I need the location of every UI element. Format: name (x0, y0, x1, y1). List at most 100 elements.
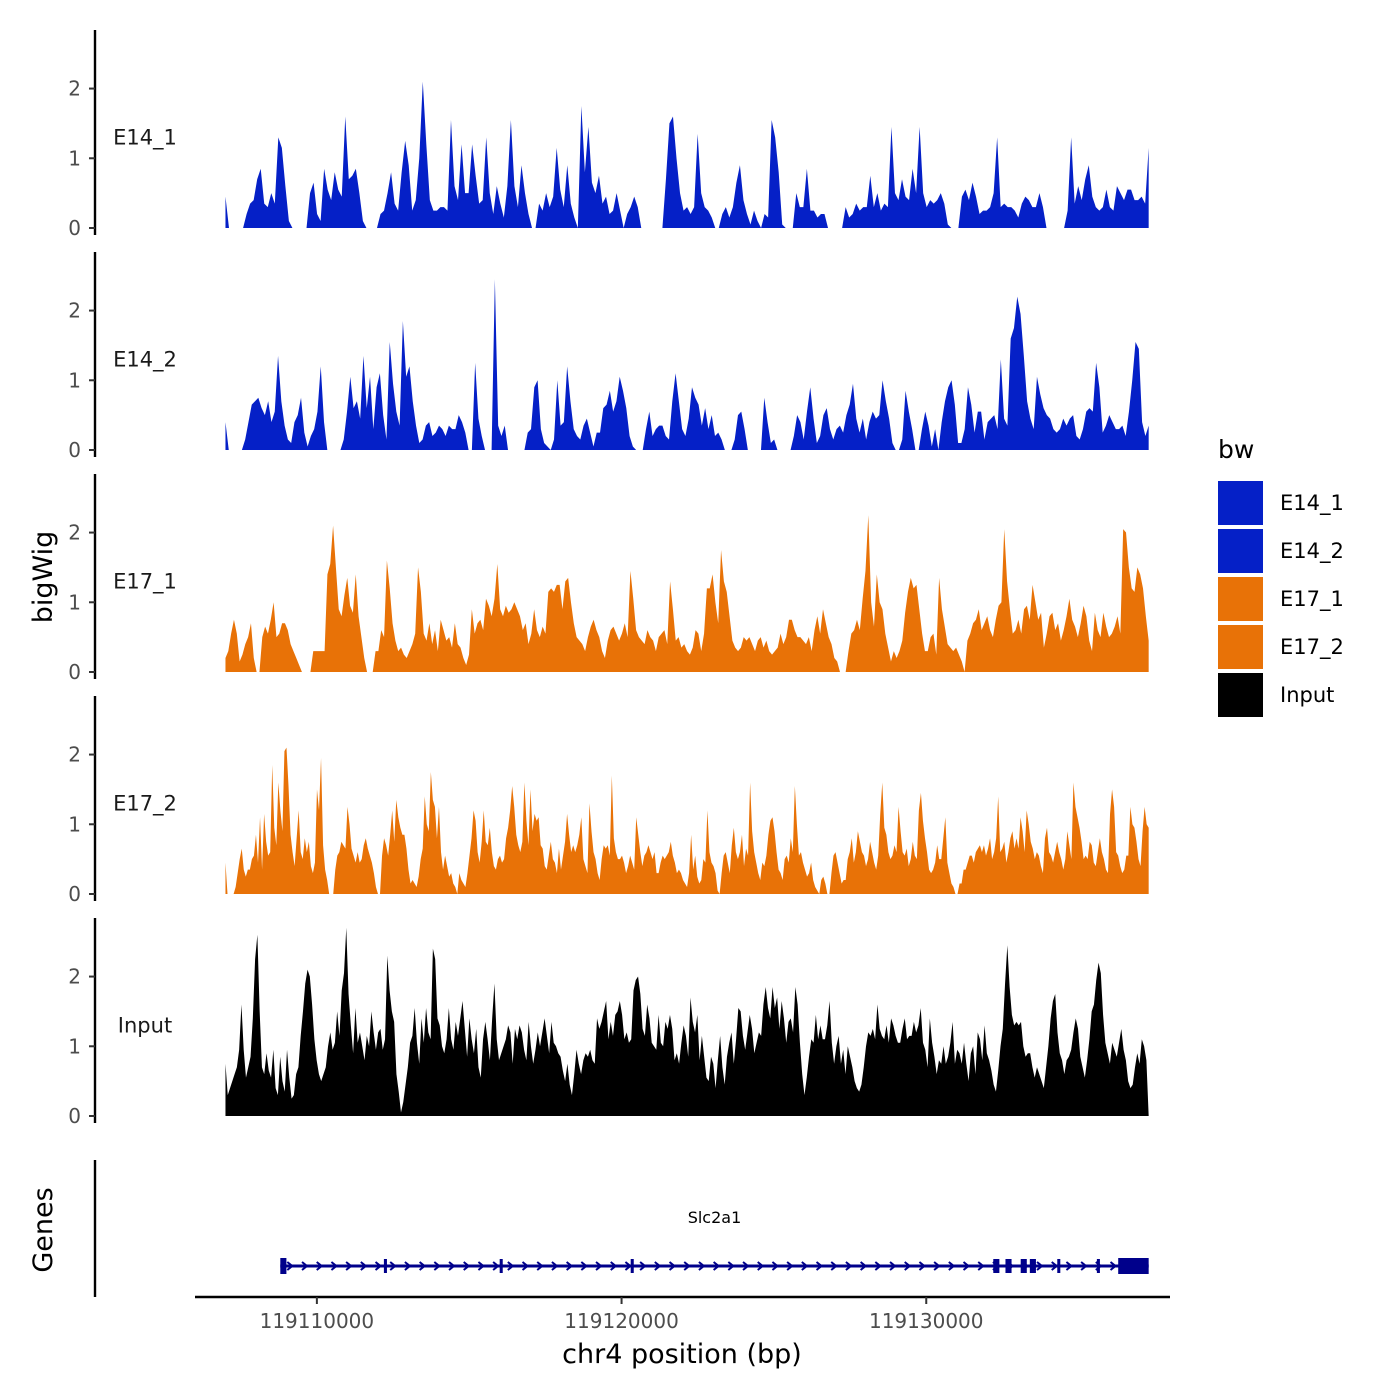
strand-arrow (654, 1261, 662, 1271)
x-tick-label-119110000: 119110000 (260, 1309, 375, 1333)
y-tick-label-E14_2-0: 0 (68, 438, 81, 462)
legend-title: bw (1218, 435, 1254, 464)
strand-arrow (492, 1261, 500, 1271)
strand-arrow (330, 1261, 339, 1271)
strand-arrow (845, 1261, 853, 1271)
exon-10 (1096, 1259, 1100, 1273)
strand-arrow (815, 1261, 824, 1271)
exon-6 (1005, 1259, 1012, 1273)
track-E14_1: 0 1 2 E14_1 (68, 30, 1149, 240)
legend-items: E14_1 E14_2 E17_1 E17_2 Input (1218, 481, 1344, 717)
exon-7 (1020, 1259, 1027, 1273)
strand-arrow (727, 1261, 735, 1271)
exon-8 (1029, 1259, 1036, 1273)
exon-2 (383, 1259, 387, 1273)
legend-label-E17_1: E17_1 (1280, 587, 1344, 612)
strand-arrow (374, 1261, 383, 1271)
strand-arrow (742, 1261, 750, 1271)
strand-arrow (345, 1261, 353, 1271)
strand-arrow (565, 1261, 574, 1271)
strand-arrow (639, 1261, 647, 1271)
strand-arrow (1036, 1261, 1044, 1271)
strand-arrow (521, 1261, 530, 1271)
strand-arrow (977, 1261, 985, 1271)
x-axis: 119110000 119120000 119130000 chr4 positio… (195, 1295, 1170, 1370)
strand-arrow (874, 1261, 882, 1271)
y-tick-label-E14_1-1: 1 (68, 146, 81, 170)
y-tick-label-E17_1-1: 1 (68, 590, 81, 614)
legend-key-E14_2 (1218, 529, 1263, 573)
legend-key-E17_2 (1218, 625, 1263, 669)
signal-area-E14_1 (225, 81, 1149, 228)
signal-area-E14_2 (225, 279, 1149, 450)
strand-arrow (962, 1261, 971, 1271)
strand-arrow (610, 1261, 618, 1271)
strand-arrow (286, 1261, 294, 1271)
genes-panel: Genes Slc2a1 (28, 1160, 1149, 1297)
signal-area-Input (225, 927, 1149, 1116)
strand-arrow (786, 1261, 794, 1271)
exon-9 (1057, 1259, 1061, 1273)
tracks-group: 0 1 2 E14_1 0 1 2 E14_2 0 1 2 E17_1 0 1 2 E17_2 0 1 2 Input (68, 30, 1149, 1128)
exon-5 (993, 1259, 1000, 1273)
strand-arrow (389, 1261, 397, 1271)
strand-arrow (418, 1261, 427, 1271)
strand-arrow (1109, 1261, 1118, 1271)
strand-arrow (904, 1261, 912, 1271)
y-tick-label-E17_2-2: 2 (68, 743, 81, 767)
strand-arrow (624, 1261, 633, 1271)
y-tick-label-Input-0: 0 (68, 1104, 81, 1128)
strand-arrow (918, 1261, 927, 1271)
gene-model: Slc2a1 (280, 1208, 1149, 1274)
legend-key-Input (1218, 673, 1263, 717)
strand-arrow (771, 1261, 780, 1271)
exon-3 (499, 1259, 503, 1273)
legend-key-E14_1 (1218, 481, 1263, 525)
track-E17_2: 0 1 2 E17_2 (68, 696, 1149, 906)
x-tick-label-119120000: 119120000 (564, 1309, 679, 1333)
legend-label-E17_2: E17_2 (1280, 635, 1344, 660)
strand-arrow (404, 1261, 412, 1271)
strand-arrow (463, 1261, 471, 1271)
y-tick-label-E17_1-0: 0 (68, 660, 81, 684)
strand-arrow (830, 1261, 838, 1271)
strand-arrow (360, 1261, 368, 1271)
y-tick-label-E14_1-2: 2 (68, 77, 81, 101)
legend: bw E14_1 E14_2 E17_1 E17_2 Input (1218, 435, 1344, 717)
y-tick-label-Input-1: 1 (68, 1034, 81, 1058)
y-tick-label-E14_2-2: 2 (68, 299, 81, 323)
track-label-E14_2: E14_2 (113, 347, 177, 372)
legend-label-Input: Input (1280, 683, 1334, 707)
y-tick-label-E14_1-0: 0 (68, 216, 81, 240)
track-label-E14_1: E14_1 (113, 125, 177, 150)
track-Input: 0 1 2 Input (68, 918, 1149, 1128)
strand-arrow (580, 1261, 588, 1271)
strand-arrow (536, 1261, 544, 1271)
y-tick-label-E17_1-2: 2 (68, 521, 81, 545)
strand-arrow (1080, 1261, 1088, 1271)
y-axis-title: bigWig (28, 531, 59, 624)
strand-arrow (301, 1261, 309, 1271)
exon-11 (1118, 1258, 1149, 1274)
legend-label-E14_1: E14_1 (1280, 491, 1344, 516)
y-tick-label-E17_2-0: 0 (68, 882, 81, 906)
strand-arrow (757, 1261, 765, 1271)
track-label-E17_2: E17_2 (113, 791, 177, 816)
legend-label-E14_2: E14_2 (1280, 539, 1344, 564)
x-ticks: 119110000 119120000 119130000 (260, 1297, 984, 1333)
y-tick-label-E14_2-1: 1 (68, 368, 81, 392)
strand-arrow (859, 1261, 868, 1271)
track-E14_2: 0 1 2 E14_2 (68, 252, 1149, 462)
genes-axis-title: Genes (28, 1187, 59, 1272)
strand-arrow (668, 1261, 677, 1271)
strand-arrow (698, 1261, 706, 1271)
strand-arrow (595, 1261, 603, 1271)
signal-area-E17_1 (225, 515, 1149, 672)
strand-arrow (933, 1261, 941, 1271)
strand-arrow (1051, 1261, 1059, 1271)
x-tick-label-119130000: 119130000 (869, 1309, 984, 1333)
strand-arrow (551, 1261, 559, 1271)
strand-arrow (507, 1261, 515, 1271)
